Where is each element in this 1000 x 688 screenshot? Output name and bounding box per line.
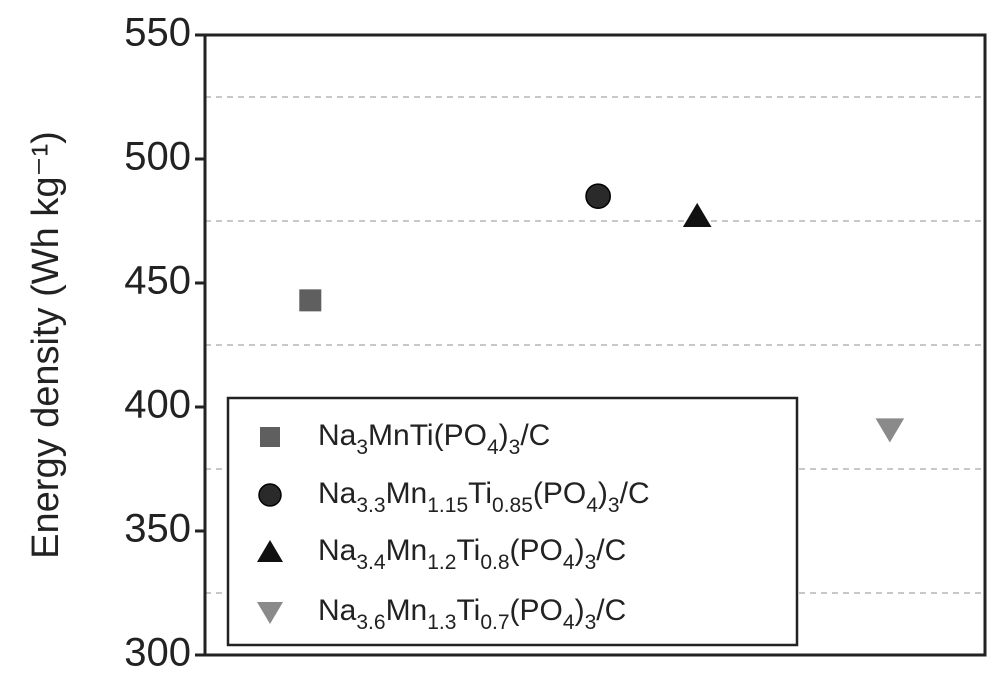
marker [258,483,282,507]
plot-frame [203,33,987,657]
y-axis-label: Energy density (Wh kg⁻¹) [25,131,67,559]
y-tick-label: 300 [124,631,191,675]
marker [682,202,712,228]
y-tick-label: 450 [124,259,191,303]
marker [875,418,905,443]
legend-label: Na3.3Mn1.15Ti0.85(PO4)3/C [318,477,650,517]
legend-label: Na3.6Mn1.3Ti0.7(PO4)3/C [318,594,626,634]
legend-label: Na3.4Mn1.2Ti0.8(PO4)3/C [318,534,626,574]
y-tick-label: 500 [124,135,191,179]
legend-label: Na3MnTi(PO4)3/C [318,419,550,459]
y-tick-label: 350 [124,507,191,551]
y-tick-label: 400 [124,383,191,427]
marker [260,427,280,447]
legend-box [226,396,799,647]
marker [585,183,611,210]
y-tick-label: 550 [124,11,191,55]
marker [257,540,283,562]
marker [299,289,322,312]
marker [257,602,283,624]
